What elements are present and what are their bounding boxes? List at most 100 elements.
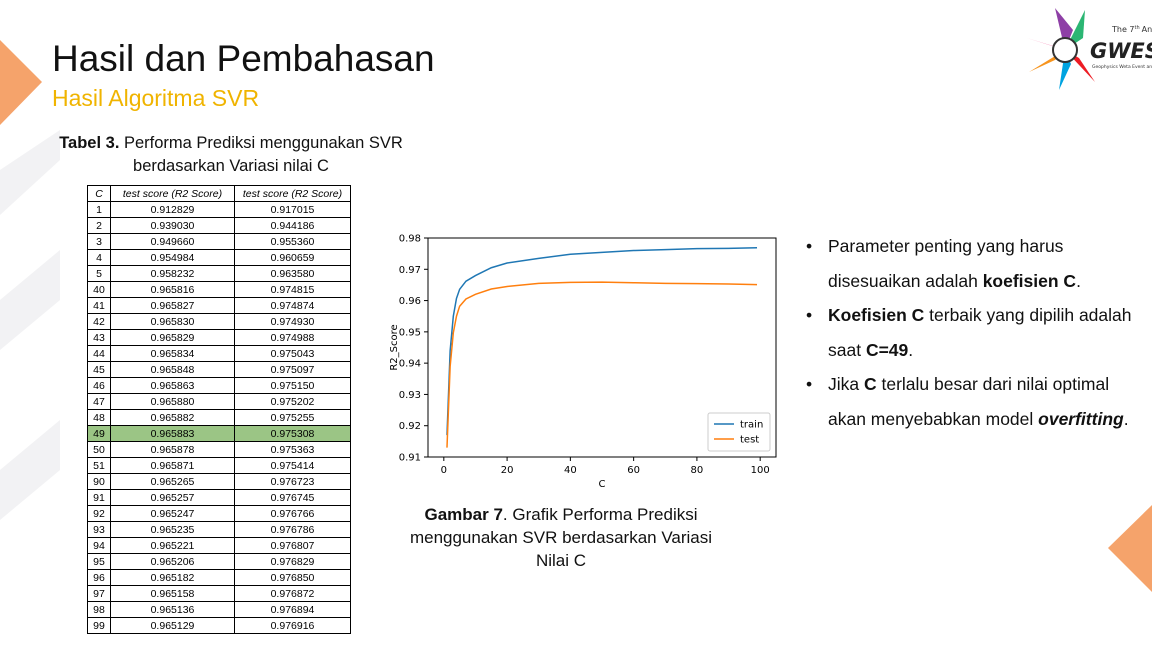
column-header: test score (R2 Score) [110,185,235,202]
table-cell: 0.975150 [234,377,351,394]
table-cell: 0.974988 [234,329,351,346]
table-cell: 49 [87,425,111,442]
table-cell: 0.965235 [110,521,235,538]
table-cell: 0.955360 [234,233,351,250]
text-segment: . [1076,270,1081,291]
column-header: C [87,185,111,202]
table-caption: Tabel 3. Performa Prediksi menggunakan S… [46,132,416,178]
table-cell: 0.965247 [110,505,235,522]
table-cell: 0.965882 [110,409,235,426]
table-cell: 0.965257 [110,489,235,506]
legend-label: test [740,435,759,446]
text-segment: Tabel 3. [59,134,120,152]
x-tick-label: 60 [627,465,640,476]
table-cell: 93 [87,521,111,538]
bullet: Koefisien C terbaik yang dipilih adalah … [806,298,1136,367]
text-segment: . Grafik Performa Prediksi menggunakan S… [409,505,713,570]
table-cell: 97 [87,585,111,602]
table-cell: 1 [87,201,111,218]
table-row: 41 0.965827 0.974874 [87,297,351,314]
text-segment: Gambar 7 [424,505,503,524]
y-tick-label: 0.93 [399,390,421,401]
text-segment: . [1123,408,1129,429]
x-tick-label: 80 [691,465,704,476]
logo-edition: The 7thAnnual [1111,25,1152,34]
text-segment: terlalu besar dari nilai optimal akan me… [828,374,1110,429]
logo-name: GWES [1090,39,1152,63]
legend-label: train [740,420,763,431]
table-cell: 0.976723 [234,473,351,490]
table-cell: 0.965871 [110,457,235,474]
table-cell: 98 [87,601,111,618]
table-row: 44 0.965834 0.975043 [87,345,351,362]
table-row: 2 0.939030 0.944186 [87,217,351,234]
table-row: 94 0.965221 0.976807 [87,537,351,554]
table-cell: 0.974874 [234,297,351,314]
text-segment: Koefisien C [828,305,925,325]
text-segment: C [863,374,877,394]
table-row: 90 0.965265 0.976723 [87,473,351,490]
table-row: 3 0.949660 0.955360 [87,233,351,250]
table-cell: 0.965827 [110,297,235,314]
table-row: 92 0.965247 0.976766 [87,505,351,522]
table-cell: 45 [87,361,111,378]
table-cell: 0.976829 [234,553,351,570]
table-cell: 0.965830 [110,313,235,330]
text-segment: . [908,339,914,360]
table-cell: 0.975097 [234,361,351,378]
table-cell: 0.965829 [110,329,235,346]
chart: 0.91 0.92 0.93 0.94 0.95 0.96 0.97 0.98 0 20 40 60 8… [389,234,777,490]
table-cell: 0.976872 [234,585,351,602]
table-cell: 0.976894 [234,601,351,618]
text-segment: Parameter penting yang harus disesuaikan… [828,236,1064,291]
table-cell: 99 [87,617,111,634]
table-cell: 43 [87,329,111,346]
x-axis-label: C [599,479,606,490]
table-cell: 0.944186 [234,217,351,234]
y-tick-label: 0.95 [399,327,421,338]
table-row: 49 0.965883 0.975308 [87,425,351,442]
table-row: 99 0.965129 0.976916 [87,617,351,634]
line-series [446,246,758,436]
table-cell: 0.965816 [110,281,235,298]
bullet: Parameter penting yang harus disesuaikan… [806,229,1136,298]
text-segment: terbaik yang dipilih adalah saat [828,305,1132,360]
table-cell: 42 [87,313,111,330]
figure-caption: Gambar 7. Grafik Performa Prediksi mengg… [398,503,724,572]
table-cell: 95 [87,553,111,570]
table-cell: 0.975308 [234,425,351,442]
title: Hasil dan Pembahasan [52,38,435,79]
table-cell: 0.965863 [110,377,235,394]
table-cell: 0.965136 [110,601,235,618]
table-cell: 0.974930 [234,313,351,330]
table-row: 96 0.965182 0.976850 [87,569,351,586]
table-row: 1 0.912829 0.917015 [87,201,351,218]
table-cell: 0.976850 [234,569,351,586]
table-cell: 0.975414 [234,457,351,474]
table-cell: 0.965880 [110,393,235,410]
table-row: 43 0.965829 0.974988 [87,329,351,346]
table-cell: 0.975202 [234,393,351,410]
text-segment: C=49 [865,339,909,360]
table-cell: 0.965834 [110,345,235,362]
table-row: 98 0.965136 0.976894 [87,601,351,618]
table-cell: 0.976786 [234,521,351,538]
text-segment: Performa Prediksi menggunakan SVR berdas… [119,134,403,175]
table-cell: 0.963580 [234,265,351,282]
y-tick-label: 0.96 [399,296,421,307]
table-cell: 41 [87,297,111,314]
x-tick-label: 0 [441,465,447,476]
table-cell: 96 [87,569,111,586]
table-cell: 44 [87,345,111,362]
table-cell: 0.976766 [234,505,351,522]
table-row: 93 0.965235 0.976786 [87,521,351,538]
table-row: 4 0.954984 0.960659 [87,249,351,266]
table-cell: 0.965848 [110,361,235,378]
table-cell: 40 [87,281,111,298]
table-cell: 0.965158 [110,585,235,602]
y-axis-label: R2_Score [389,324,400,370]
table-row: 5 0.958232 0.963580 [87,265,351,282]
